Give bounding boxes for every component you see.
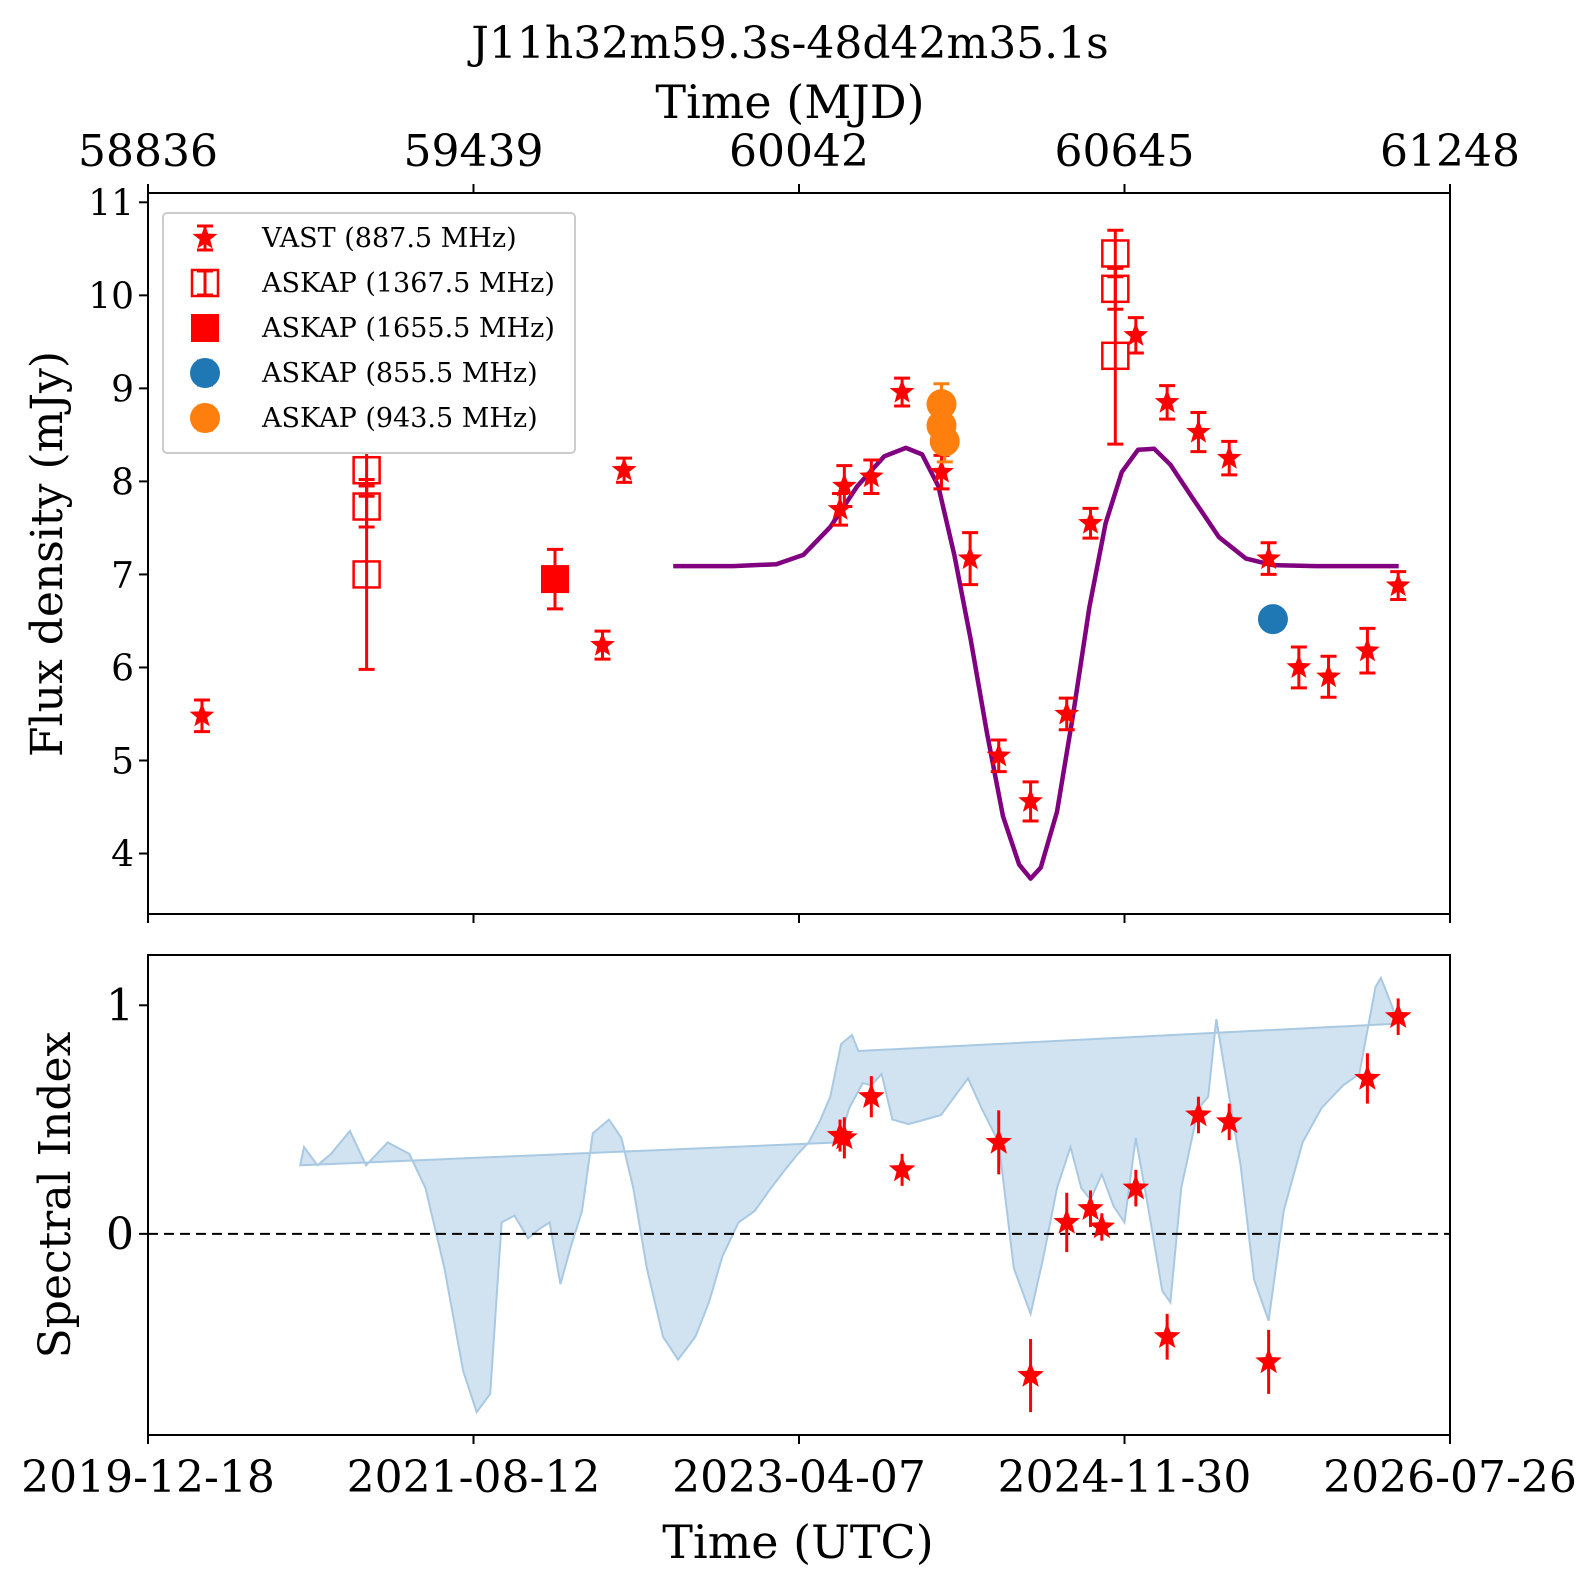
spectral-point (858, 1082, 885, 1108)
flux-y-tick-label: 11 (88, 183, 134, 224)
spectral-point (985, 1128, 1012, 1154)
legend-label: ASKAP (943.5 MHz) (261, 403, 538, 434)
flux-point (1257, 604, 1288, 635)
flux-y-tick-label: 8 (111, 462, 134, 503)
legend-entries: VAST (887.5 MHz) ASKAP (1367.5 MHz) ASKAP … (190, 223, 555, 434)
flux-point (957, 545, 983, 570)
date-tick-label: 2024-11-30 (998, 1452, 1252, 1503)
spectral-ticks: 01 (106, 980, 1451, 1444)
date-tick-label: 2021-08-12 (347, 1452, 601, 1503)
spectral-point (1185, 1101, 1212, 1127)
legend: VAST (887.5 MHz) ASKAP (1367.5 MHz) ASKAP … (162, 212, 576, 454)
flux-point (1385, 572, 1411, 597)
spectral-y-tick-label: 1 (106, 980, 134, 1031)
legend-marker (190, 358, 220, 388)
flux-point (1256, 545, 1281, 570)
top-axis-label: Time (MJD) (655, 75, 924, 129)
spectral-data-points (826, 998, 1412, 1413)
mjd-tick-label: 58836 (78, 126, 218, 177)
flux-point (986, 742, 1012, 767)
flux-point (1286, 654, 1312, 678)
flux-model-curve (673, 445, 1399, 881)
legend-marker (190, 268, 220, 298)
flux-point (1154, 389, 1180, 413)
spectral-plot-frame (147, 954, 1451, 1436)
flux-point (611, 457, 637, 481)
date-tick-labels: 2019-12-18 2021-08-12 2023-04-07 2024-11-30… (21, 1452, 1577, 1503)
legend-marker (192, 225, 218, 249)
spectral-point (1354, 1064, 1381, 1090)
mjd-tick-labels: 58836 59439 60042 60645 61248 (78, 126, 1520, 177)
flux-y-tick-label: 9 (111, 369, 134, 410)
spectral-point (888, 1155, 916, 1182)
flux-point (859, 463, 884, 488)
flux-data-points (189, 228, 1411, 823)
bottom-axis-label: Time (UTC) (662, 1515, 933, 1569)
spectral-point (1122, 1174, 1150, 1200)
spectral-point (1153, 1322, 1181, 1348)
flux-model-line (673, 445, 1399, 881)
spectral-y-axis-label: Spectral Index (30, 1031, 81, 1358)
legend-label: ASKAP (855.5 MHz) (261, 358, 538, 389)
spectral-point (831, 1123, 858, 1150)
mjd-tick-label: 61248 (1380, 126, 1520, 177)
flux-point (541, 565, 570, 594)
spectral-point (1053, 1208, 1081, 1234)
flux-y-tick-label: 7 (111, 555, 134, 596)
flux-y-tick-label: 4 (111, 835, 134, 876)
legend-marker (190, 403, 220, 433)
legend-label: ASKAP (1655.5 MHz) (261, 313, 555, 344)
flux-point (1123, 322, 1149, 346)
flux-ticks (139, 184, 1451, 923)
figure-title: J11h32m59.3s-48d42m35.1s (467, 18, 1109, 69)
flux-point (590, 632, 615, 656)
mjd-tick-label: 60042 (729, 126, 869, 177)
flux-point (832, 473, 857, 497)
legend-frame (162, 212, 576, 454)
spectral-point (1017, 1361, 1044, 1387)
flux-point (1316, 663, 1341, 688)
date-tick-label: 2023-04-07 (672, 1452, 926, 1503)
spectral-panel: 01 Spectral Index 2019-12-18 2021-08-12 20… (21, 954, 1577, 1569)
flux-y-tick-label: 5 (111, 741, 134, 782)
date-tick-label: 2019-12-18 (21, 1452, 275, 1503)
flux-point (1018, 788, 1043, 812)
flux-point (1355, 637, 1380, 662)
spectral-point (1077, 1194, 1104, 1220)
flux-y-tick-label: 6 (111, 648, 134, 689)
flux-point (929, 459, 954, 483)
flux-y-axis-label: Flux density (mJy) (22, 351, 73, 757)
mjd-tick-label: 60645 (1055, 126, 1195, 177)
spectral-band-area (298, 975, 1400, 1415)
legend-marker (191, 314, 219, 342)
flux-point (1216, 445, 1242, 469)
spectral-point (1384, 1002, 1412, 1028)
flux-point (1186, 419, 1211, 443)
flux-panel: 58836 59439 60042 60645 61248 4 5 6 7 8 9 10 11 Flu… (22, 126, 1520, 923)
flux-point (189, 702, 215, 727)
spectral-y-tick-label: 0 (106, 1209, 134, 1260)
legend-label: ASKAP (1367.5 MHz) (261, 268, 555, 299)
spectral-point (1215, 1107, 1243, 1134)
flux-plot-frame (147, 192, 1451, 915)
spectral-point (1088, 1213, 1116, 1239)
flux-point (1054, 701, 1080, 725)
flux-point (827, 496, 853, 520)
mjd-tick-label: 59439 (404, 126, 544, 177)
spectral-index-band (298, 975, 1400, 1415)
spectral-point (1255, 1347, 1282, 1374)
flux-point (352, 560, 381, 589)
legend-label: VAST (887.5 MHz) (261, 223, 517, 254)
flux-point (1078, 510, 1103, 534)
flux-point (889, 379, 915, 403)
flux-y-tick-label: 10 (88, 276, 134, 317)
flux-y-tick-labels: 4 5 6 7 8 9 10 11 (88, 183, 134, 875)
flux-point (929, 426, 960, 457)
date-tick-label: 2026-07-26 (1323, 1452, 1577, 1503)
flux-point (1101, 341, 1130, 371)
